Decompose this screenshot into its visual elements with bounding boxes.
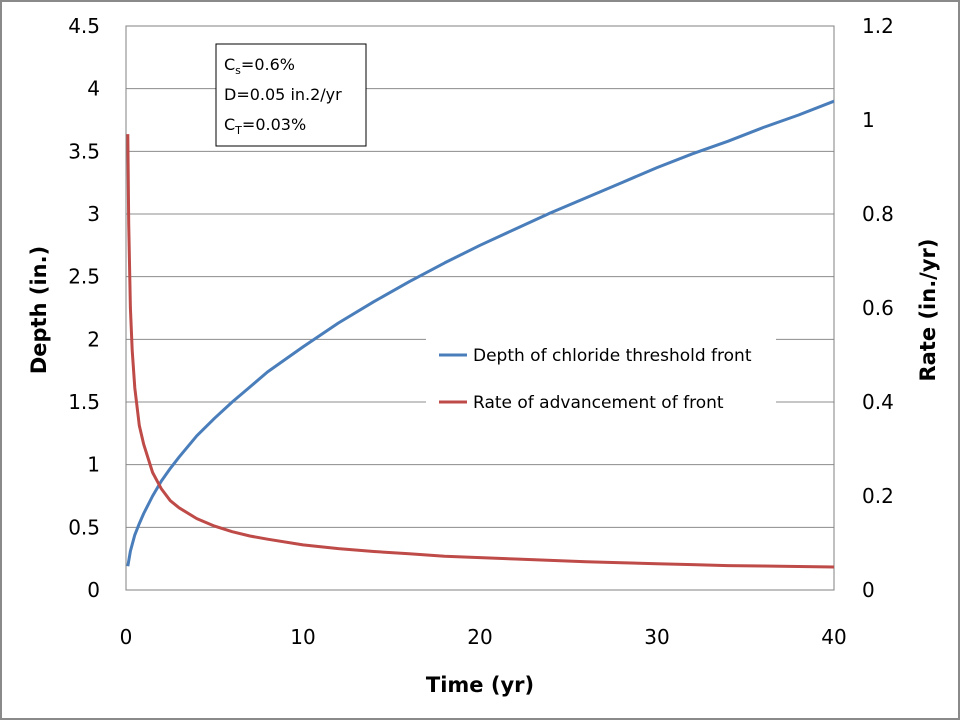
y2-tick-label: 0.4 xyxy=(862,390,894,414)
y-tick-label: 0 xyxy=(87,578,100,602)
y2-tick-label: 1.2 xyxy=(862,14,894,38)
annotation-cs-main: C xyxy=(224,55,235,74)
y-axis-title: Depth (in.) xyxy=(27,246,51,374)
series-line-rate xyxy=(126,134,835,569)
series-line-depth xyxy=(126,99,835,567)
y2-axis-ticks: 0 0.2 0.4 0.6 0.8 1 1.2 xyxy=(862,14,894,602)
annotation-ct-main: C xyxy=(224,115,235,134)
x-axis-title: Time (yr) xyxy=(426,673,534,697)
y-tick-label: 3 xyxy=(87,202,100,226)
x-tick-label: 40 xyxy=(821,625,846,649)
y-tick-label: 0.5 xyxy=(68,515,100,539)
annotation-ct-rest: =0.03% xyxy=(242,115,306,134)
y2-axis-title: Rate (in./yr) xyxy=(916,239,940,382)
x-tick-label: 30 xyxy=(644,625,669,649)
legend-label-rate: Rate of advancement of front xyxy=(473,393,724,413)
legend-label-depth: Depth of chloride threshold front xyxy=(473,346,752,366)
annotation-cs-rest: =0.6% xyxy=(241,55,295,74)
annotation-ct-sub: T xyxy=(234,124,242,137)
annotation-line-d: D=0.05 in.2/yr xyxy=(224,85,342,104)
y-tick-label: 2.5 xyxy=(68,265,100,289)
annotation-cs-sub: s xyxy=(235,64,241,77)
y-axis-ticks: 0 0.5 1 1.5 2 2.5 3 3.5 4 4.5 xyxy=(68,14,100,602)
y2-tick-label: 0.6 xyxy=(862,296,894,320)
x-tick-label: 20 xyxy=(467,625,492,649)
annotation-box: Cs=0.6% D=0.05 in.2/yr CT=0.03% xyxy=(215,43,367,147)
y-tick-label: 2 xyxy=(87,327,100,351)
plot-area-border xyxy=(125,25,835,591)
y-tick-label: 1.5 xyxy=(68,390,100,414)
annotation-frame xyxy=(215,43,367,147)
y-tick-label: 4 xyxy=(87,77,100,101)
annotation-line-cs: Cs=0.6% xyxy=(224,55,295,77)
y-tick-label: 3.5 xyxy=(68,139,100,163)
y2-tick-label: 0.2 xyxy=(862,484,894,508)
legend-background xyxy=(426,338,776,418)
y-tick-label: 1 xyxy=(87,453,100,477)
legend: Depth of chloride threshold front Rate o… xyxy=(426,338,776,418)
series-layer xyxy=(126,99,835,569)
y2-tick-label: 1 xyxy=(862,108,875,132)
y2-tick-label: 0 xyxy=(862,578,875,602)
y2-tick-label: 0.8 xyxy=(862,202,894,226)
y-tick-label: 4.5 xyxy=(68,14,100,38)
x-tick-label: 0 xyxy=(120,625,133,649)
annotation-line-ct: CT=0.03% xyxy=(224,115,306,137)
x-axis-ticks: 0 10 20 30 40 xyxy=(120,625,847,649)
x-tick-label: 10 xyxy=(290,625,315,649)
